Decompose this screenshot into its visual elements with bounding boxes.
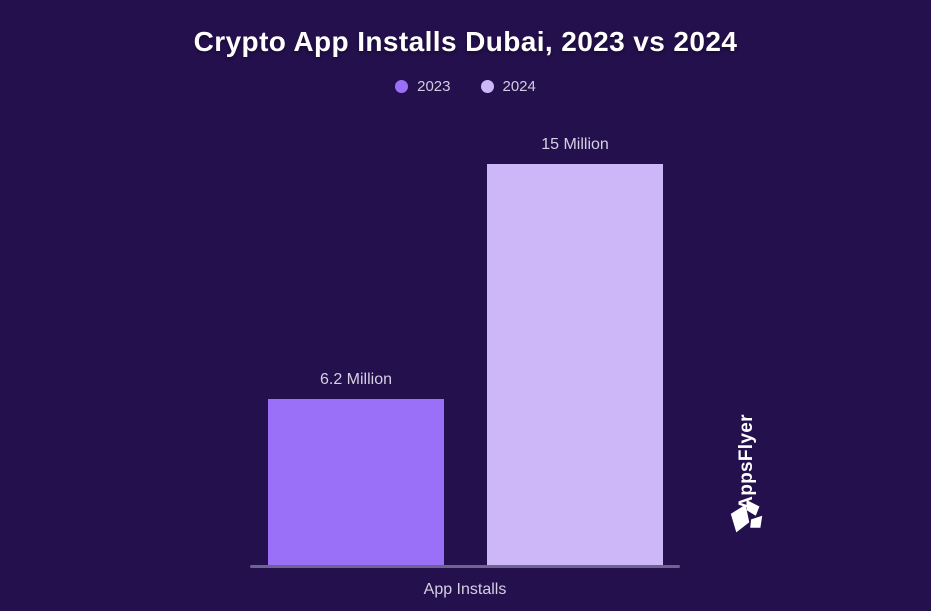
- appsflyer-logo-icon: [730, 500, 763, 533]
- legend-label-2023: 2023: [417, 78, 451, 95]
- chart-title: Crypto App Installs Dubai, 2023 vs 2024: [193, 26, 738, 57]
- legend-item-2023: 2023: [395, 78, 451, 95]
- plot-area: 6.2 Million 15 Million: [250, 128, 680, 568]
- bar-2023: 6.2 Million: [268, 371, 444, 565]
- legend-swatch-2024: [480, 80, 494, 93]
- legend-item-2024: 2024: [480, 78, 536, 95]
- appsflyer-logo-text: AppsFlyer: [736, 414, 757, 510]
- bar-2024: 15 Million: [487, 136, 663, 565]
- bar-label-2024: 15 Million: [541, 136, 609, 153]
- x-axis-line: [250, 565, 680, 568]
- legend-swatch-2023: [395, 80, 409, 93]
- x-axis-label: App Installs: [423, 581, 507, 598]
- legend-label-2024: 2024: [502, 78, 536, 95]
- legend: 2023 2024: [0, 78, 931, 95]
- bar-label-2023: 6.2 Million: [319, 371, 393, 388]
